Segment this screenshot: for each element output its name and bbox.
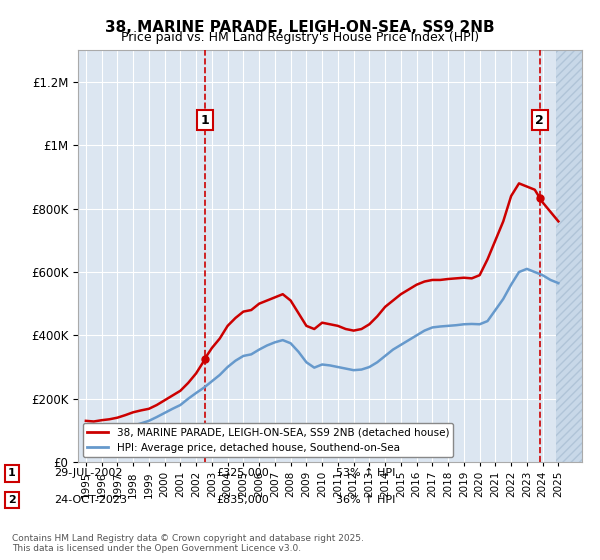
- Text: Contains HM Land Registry data © Crown copyright and database right 2025.
This d: Contains HM Land Registry data © Crown c…: [12, 534, 364, 553]
- Text: £325,000: £325,000: [216, 468, 269, 478]
- Legend: 38, MARINE PARADE, LEIGH-ON-SEA, SS9 2NB (detached house), HPI: Average price, d: 38, MARINE PARADE, LEIGH-ON-SEA, SS9 2NB…: [83, 423, 453, 457]
- Text: Price paid vs. HM Land Registry's House Price Index (HPI): Price paid vs. HM Land Registry's House …: [121, 31, 479, 44]
- Text: £835,000: £835,000: [216, 495, 269, 505]
- Text: 1: 1: [8, 468, 16, 478]
- Text: 2: 2: [535, 114, 544, 127]
- Text: 53% ↑ HPI: 53% ↑ HPI: [336, 468, 395, 478]
- Text: 24-OCT-2023: 24-OCT-2023: [54, 495, 127, 505]
- Text: 29-JUL-2002: 29-JUL-2002: [54, 468, 122, 478]
- Text: 38, MARINE PARADE, LEIGH-ON-SEA, SS9 2NB: 38, MARINE PARADE, LEIGH-ON-SEA, SS9 2NB: [105, 20, 495, 35]
- Text: 2: 2: [8, 495, 16, 505]
- Text: 1: 1: [201, 114, 209, 127]
- Bar: [556, 50, 582, 462]
- Text: 36% ↑ HPI: 36% ↑ HPI: [336, 495, 395, 505]
